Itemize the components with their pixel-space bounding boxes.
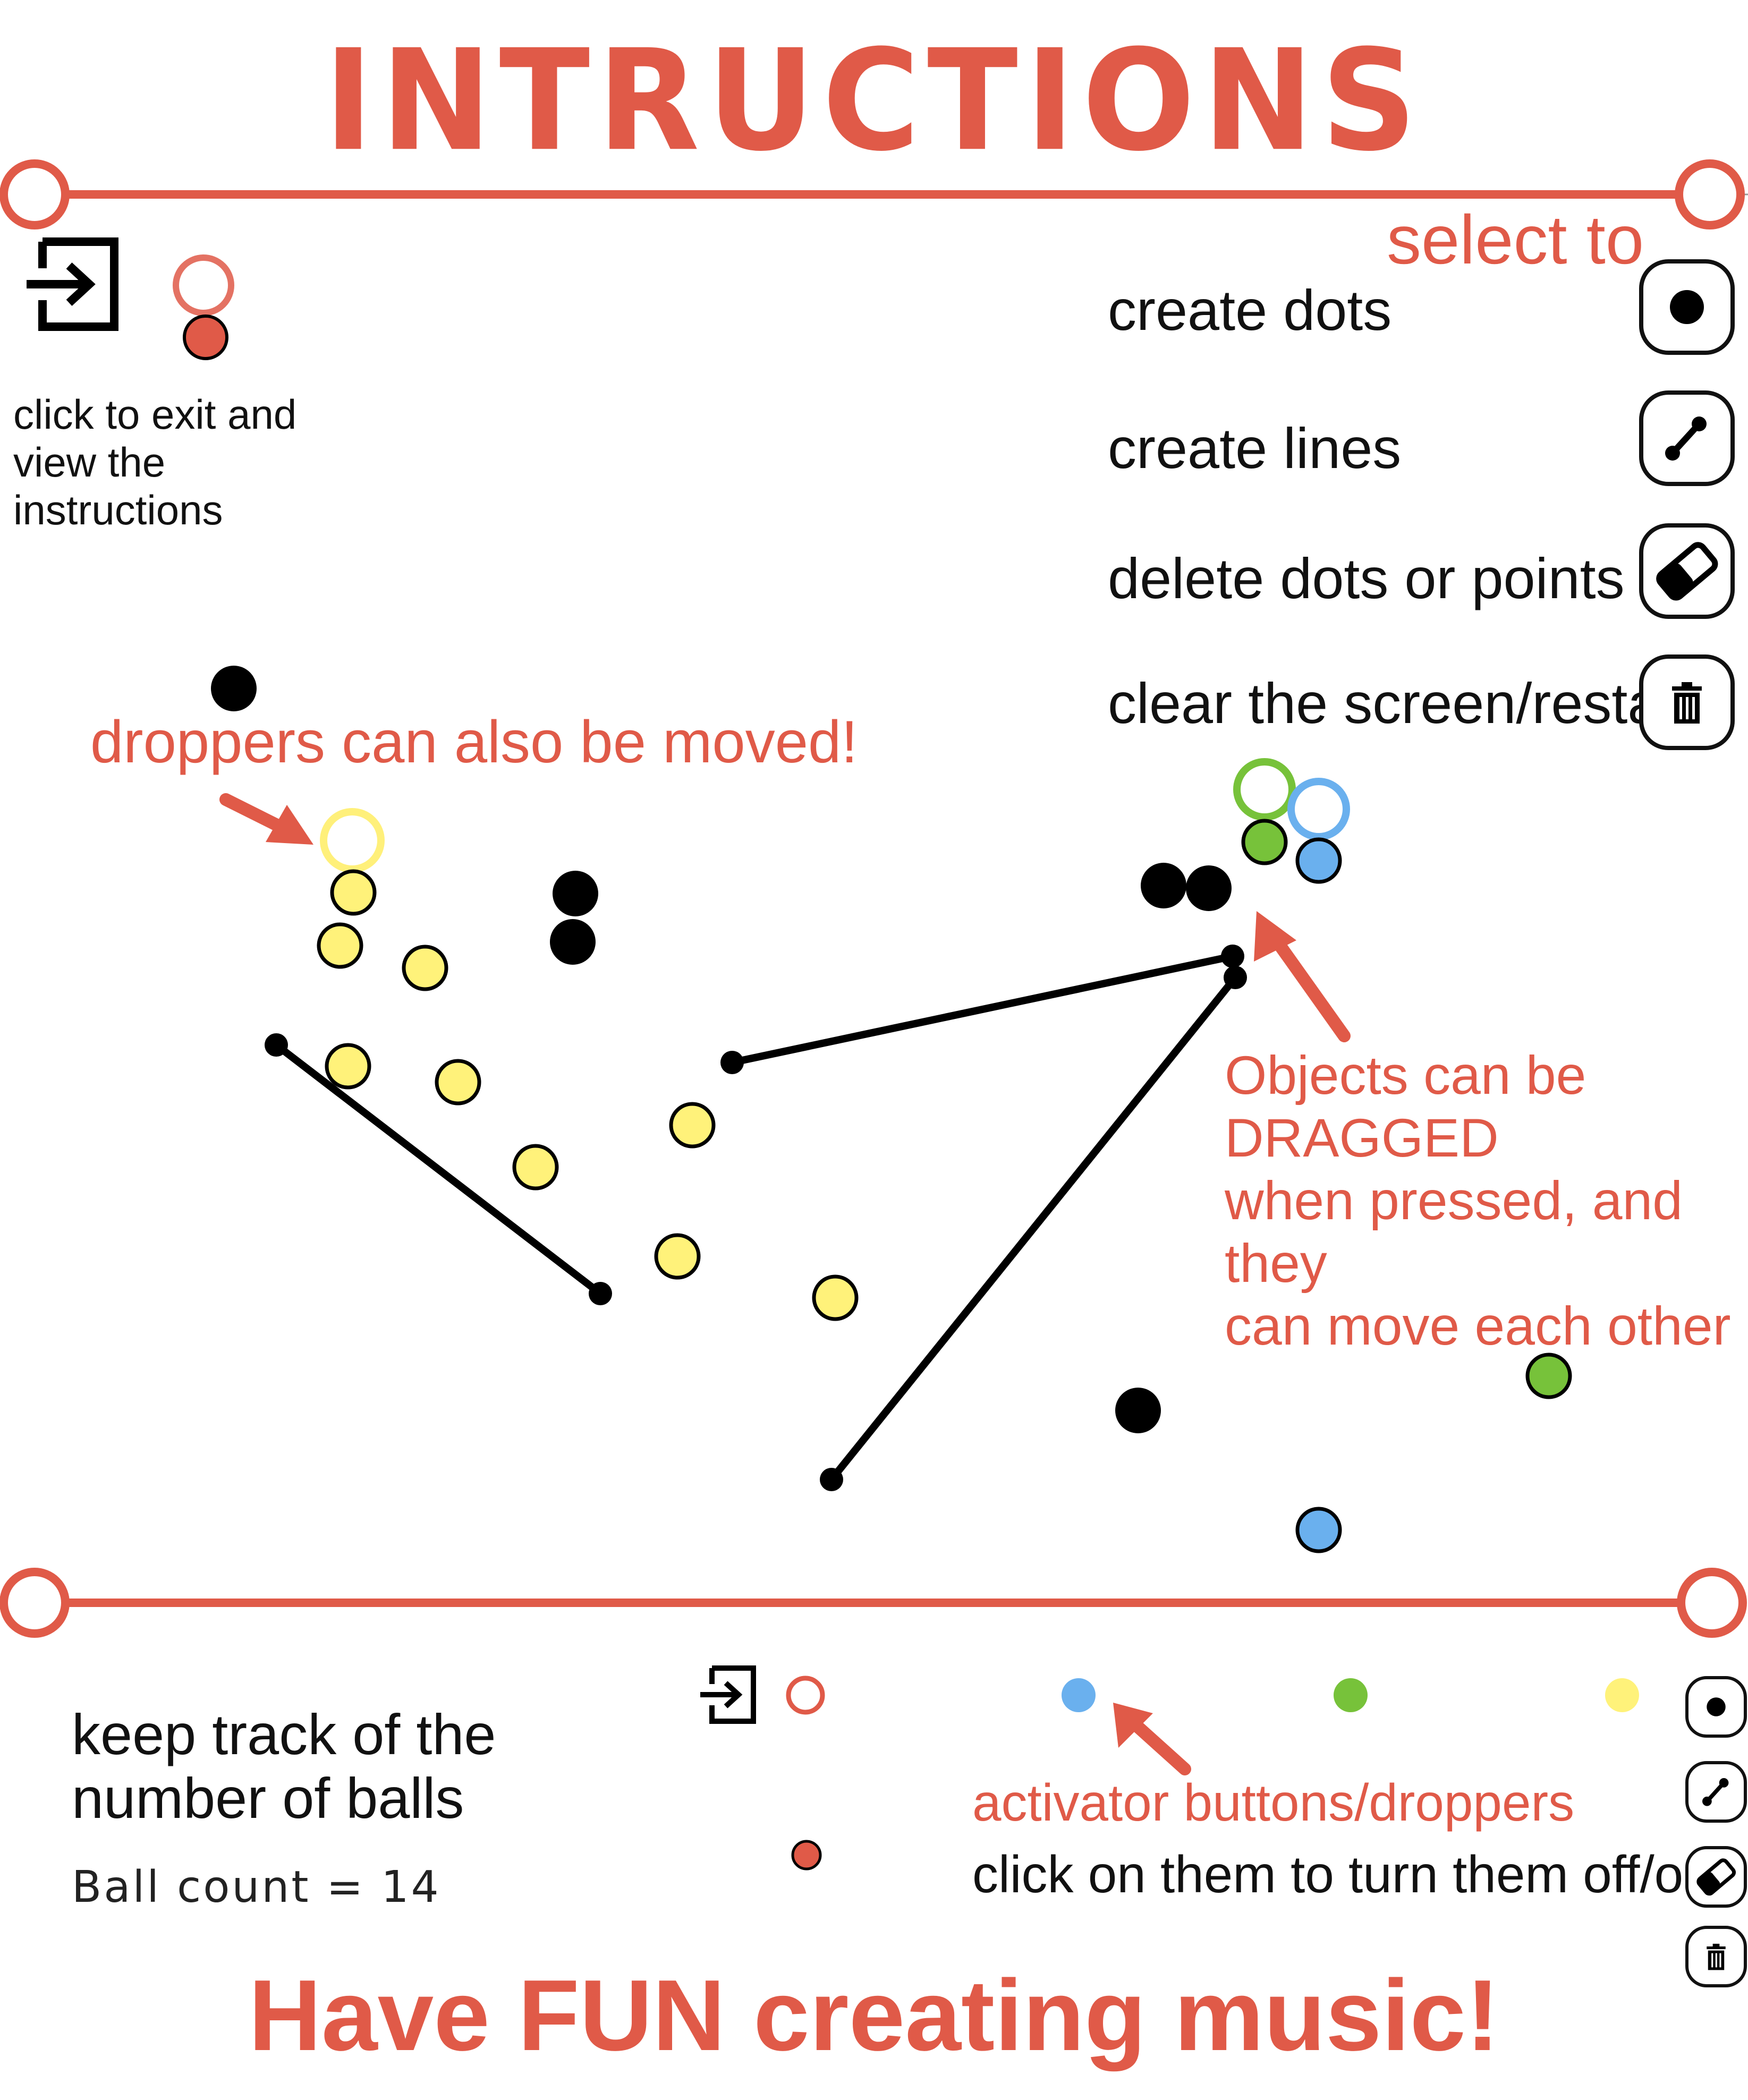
tool-label-dots: create dots	[1108, 278, 1392, 342]
black-dot	[1115, 1388, 1161, 1433]
arrow-activators	[1125, 1715, 1191, 1775]
green-dropper[interactable]	[1233, 758, 1296, 865]
line-endpoint	[1224, 966, 1247, 989]
line-endpoint	[265, 1033, 288, 1057]
exit-caption: click to exit and view the instructions	[13, 391, 297, 533]
footer-message: Have FUN creating music!	[248, 1959, 1500, 2072]
trash-icon	[1707, 1943, 1726, 1970]
line-endpoints[interactable]	[265, 945, 1247, 1491]
black-dots[interactable]	[211, 666, 1232, 1433]
yellow-ball	[654, 1233, 701, 1280]
yellow-ball	[402, 945, 448, 991]
green-ball[interactable]	[1525, 1353, 1572, 1399]
activator-desc: click on them to turn them off/on	[972, 1845, 1712, 1903]
page-title: INTRUCTIONS	[324, 19, 1424, 182]
exit-icon[interactable]	[27, 237, 118, 331]
black-dot	[211, 666, 257, 711]
blue-dropper[interactable]	[1287, 778, 1350, 884]
mini-delete-button[interactable]	[1685, 1846, 1747, 1908]
preview-green-activator[interactable]	[1334, 1678, 1368, 1712]
line-endpoint	[820, 1468, 843, 1491]
activator-title: activator buttons/droppers	[972, 1773, 1575, 1832]
top-divider	[0, 159, 1748, 229]
preview-blue-activator[interactable]	[1062, 1678, 1096, 1712]
blue-ball[interactable]	[1295, 1507, 1342, 1553]
eraser-icon	[1656, 542, 1718, 601]
yellow-dropper[interactable]	[320, 808, 385, 873]
line-endpoint	[720, 1051, 744, 1074]
dot-icon	[1707, 1697, 1726, 1716]
mini-create-dots-button[interactable]	[1685, 1676, 1747, 1738]
create-dots-button[interactable]	[1639, 259, 1735, 355]
annotation-arrows	[219, 793, 1351, 1775]
preview-yellow-activator[interactable]	[1605, 1678, 1639, 1712]
yellow-ball	[325, 1043, 371, 1090]
mini-clear-button[interactable]	[1685, 1926, 1747, 1987]
yellow-ball	[317, 922, 363, 969]
tool-label-lines: create lines	[1108, 416, 1402, 480]
line-icon	[1665, 416, 1707, 461]
arrow-droppers	[219, 793, 291, 835]
drawn-lines[interactable]	[273, 953, 1239, 1483]
yellow-ball	[512, 1144, 559, 1191]
yellow-ball	[669, 1102, 716, 1149]
black-dot	[1186, 865, 1232, 911]
bottom-divider	[0, 1568, 1747, 1638]
line-endpoint	[589, 1282, 612, 1305]
droppers-moved-note: droppers can also be moved!	[90, 709, 858, 775]
clear-screen-button[interactable]	[1639, 654, 1735, 750]
yellow-ball	[435, 1059, 481, 1106]
trash-icon	[1672, 682, 1702, 724]
line-endpoint	[1221, 945, 1244, 968]
preview-exit-icon	[700, 1665, 756, 1724]
tool-label-clear: clear the screen/restart	[1108, 671, 1695, 735]
delete-button[interactable]	[1639, 523, 1735, 619]
yellow-ball	[812, 1274, 859, 1321]
create-lines-button[interactable]	[1639, 390, 1735, 486]
line-segment	[728, 953, 1236, 1066]
line-segment	[273, 1041, 604, 1297]
preview-red-dropper-ring[interactable]	[786, 1676, 825, 1715]
black-dot	[1141, 863, 1186, 908]
red-dropper[interactable]	[173, 254, 234, 360]
arrow-dragged	[1266, 929, 1351, 1042]
yellow-ball	[330, 869, 377, 916]
black-dot	[553, 871, 598, 916]
eraser-icon	[1696, 1858, 1736, 1896]
keep-track-note: keep track of the number of balls	[72, 1702, 496, 1830]
yellow-balls[interactable]	[317, 869, 859, 1321]
dot-icon	[1670, 290, 1704, 324]
line-icon	[1702, 1778, 1729, 1806]
ball-count: Ball count = 14	[72, 1862, 441, 1912]
black-dot	[550, 919, 596, 965]
preview-red-ball	[791, 1840, 822, 1871]
tool-label-delete: delete dots or points	[1108, 546, 1625, 610]
mini-create-lines-button[interactable]	[1685, 1761, 1747, 1823]
select-to-label: select to	[1387, 201, 1644, 278]
dragged-note: Objects can be DRAGGED when pressed, and…	[1225, 1045, 1731, 1356]
line-segment	[828, 974, 1239, 1483]
